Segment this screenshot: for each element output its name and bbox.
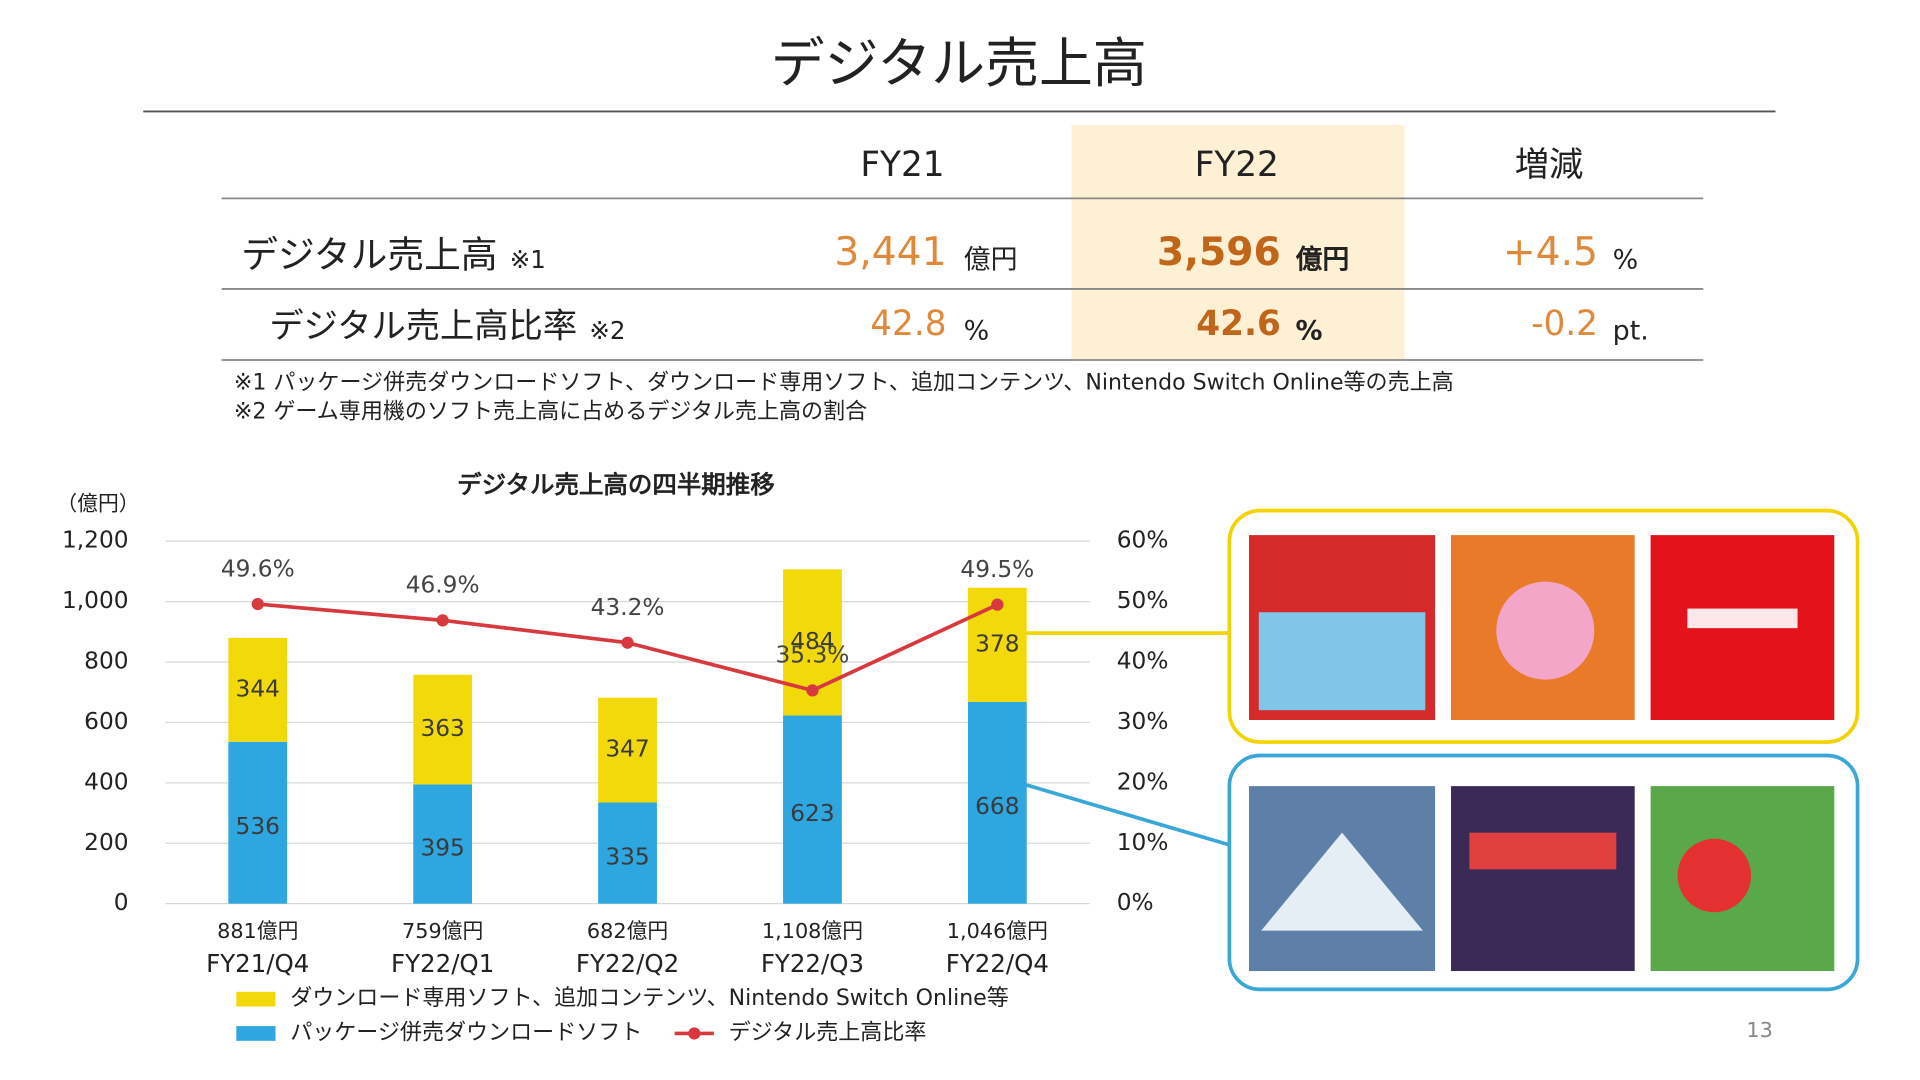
y2-tick-label: 50% [1117,587,1169,614]
y2-tick-label: 20% [1117,768,1169,795]
y-tick-label: 600 [84,708,128,735]
cell-value: -0.2 [1531,304,1598,344]
bar-segment [783,715,842,904]
segment-label: 347 [605,736,649,763]
legend-label: パッケージ併売ダウンロードソフト [290,1020,642,1045]
total-label: 759億円 [402,919,483,943]
column-header: FY21 [860,145,944,185]
ratio-marker [436,614,449,627]
x-tick-label: FY22/Q1 [391,949,494,978]
total-label: 1,046億円 [947,919,1048,943]
x-tick-label: FY22/Q2 [576,949,679,978]
y-tick-label: 800 [84,648,128,675]
segment-label: 378 [975,630,1019,657]
cell-value: 3,596 [1157,230,1281,275]
y-tick-label: 200 [84,829,128,856]
cell-unit: % [1296,315,1323,346]
connector [1025,783,1230,847]
legend-label: デジタル売上高比率 [729,1020,927,1045]
y-tick-label: 1,200 [62,527,129,554]
cell-unit: pt. [1613,315,1649,346]
column-header: FY22 [1195,145,1279,185]
cell-value: 42.8 [870,304,946,344]
row-note: ※1 [510,245,546,274]
total-label: 682億円 [587,919,668,943]
legend-swatch [236,1026,276,1041]
table-rules [221,197,1704,361]
total-label: 1,108億円 [762,919,863,943]
y-tick-label: 0 [114,889,129,916]
cell-unit: 億円 [964,244,1018,275]
segment-label: 623 [790,800,834,827]
ratio-label: 49.5% [960,556,1034,583]
cell-value: 3,441 [834,230,946,275]
bar-segment [598,802,657,904]
bar-segment [967,701,1027,904]
footnote: ※2 ゲーム専用機のソフト売上高に占めるデジタル売上高の割合 [234,400,867,425]
row-label: デジタル売上高比率 [269,307,577,347]
row-note: ※2 [589,316,625,345]
ratio-marker [621,636,634,649]
segment-label: 335 [605,843,649,870]
cell-unit: % [964,315,990,346]
y2-tick-label: 10% [1117,829,1169,856]
product-images [1248,535,1835,972]
segment-label: 536 [236,813,280,840]
ratio-label: 46.9% [406,572,480,599]
bar-segment [413,784,473,904]
bar-segment [228,741,288,904]
row-label: デジタル売上高 [241,234,497,277]
slide-title: デジタル売上高 [771,32,1147,95]
cell-unit: % [1613,244,1639,275]
bar-segment [228,637,288,742]
legend-swatch [688,1027,701,1040]
ratio-marker [251,597,264,611]
total-label: 881億円 [217,919,298,943]
y-tick-label: 400 [84,768,128,795]
cell-value: +4.5 [1503,230,1598,275]
bar-segment [598,697,657,803]
chart-title: デジタル売上高の四半期推移 [457,470,775,499]
segment-label: 395 [420,834,464,861]
ratio-marker [806,684,819,697]
x-tick-label: FY22/Q3 [761,949,864,978]
footnote: ※1 パッケージ併売ダウンロードソフト、ダウンロード専用ソフト、追加コンテンツ、… [234,370,1454,395]
legend-swatch [236,991,276,1007]
cell-unit: 億円 [1296,244,1350,275]
ratio-label: 35.3% [776,642,850,669]
ratio-label: 49.6% [221,555,295,582]
segment-label: 344 [236,675,280,702]
legend-label: ダウンロード専用ソフト、追加コンテンツ、Nintendo Switch Onli… [290,986,1009,1011]
x-tick-label: FY21/Q4 [206,949,309,978]
cell-value: 42.6 [1196,304,1281,344]
segment-label: 363 [420,715,464,742]
y2-tick-label: 40% [1117,648,1169,675]
segment-label: 668 [975,793,1019,820]
column-header: 増減 [1515,145,1584,185]
y2-tick-label: 60% [1117,527,1169,554]
y2-tick-label: 30% [1117,708,1169,735]
chart: 0 200 400 600 800 1,000 1,200 0% 10% 20% 30% 40% 50%… [62,527,1168,1046]
segment-label: 484 [790,628,834,655]
ratio-label: 43.2% [591,594,665,621]
y2-tick-label: 0% [1117,889,1154,916]
y-tick-label: 1,000 [62,587,129,614]
bar-segment [413,674,473,785]
y-axis-label: （億円） [56,491,139,515]
page-number: 13 [1746,1018,1772,1042]
highlight-column [1071,124,1405,362]
x-tick-label: FY22/Q4 [946,949,1049,978]
ratio-marker [991,598,1004,611]
